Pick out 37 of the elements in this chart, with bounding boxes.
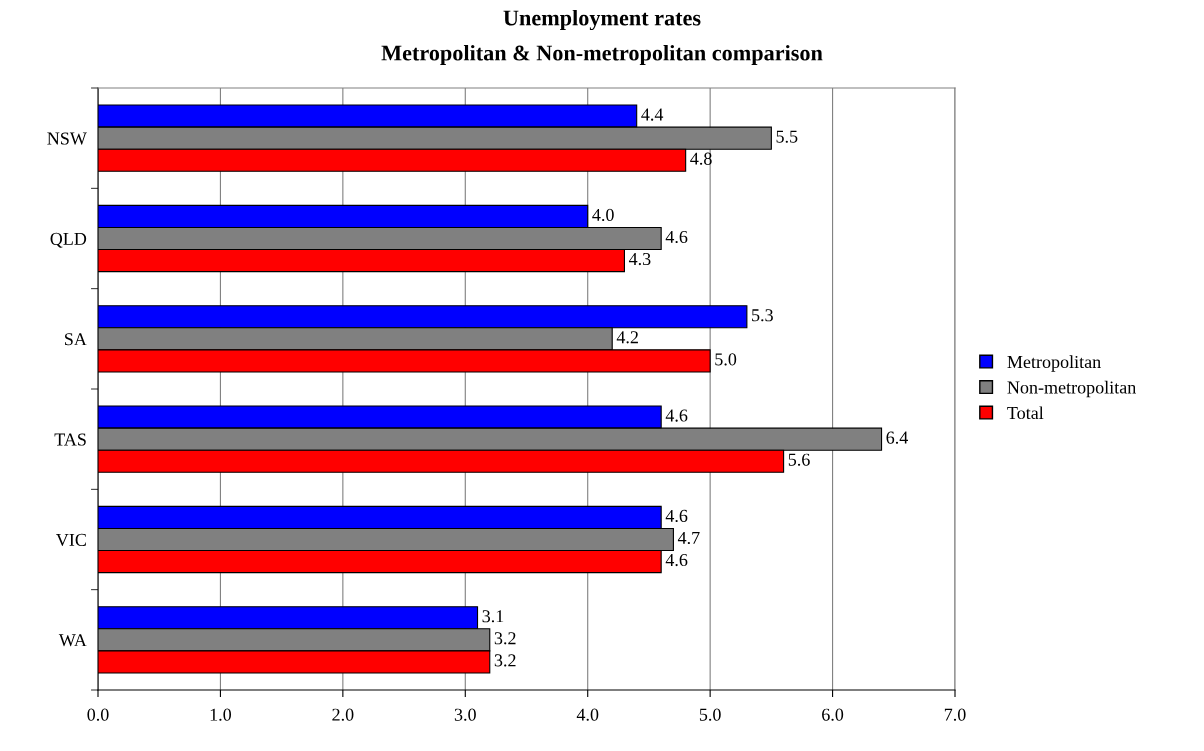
- y-tick-label: QLD: [50, 232, 87, 248]
- y-tick-label: TAS: [54, 433, 86, 446]
- data-label: 3.2: [494, 632, 516, 645]
- data-label: 4.6: [665, 230, 688, 244]
- x-tick-label: 0.0: [87, 708, 109, 721]
- data-label: 5.6: [788, 453, 810, 466]
- data-label: 5.3: [752, 309, 773, 322]
- x-tick-label: 5.0: [699, 708, 721, 721]
- y-tick-label: WA: [58, 634, 87, 647]
- data-label: 4.8: [690, 152, 712, 165]
- legend-label: Total: [1007, 406, 1044, 420]
- data-label: 6.4: [886, 431, 908, 444]
- x-tick-label: 3.0: [454, 708, 476, 721]
- y-tick-label: VIC: [56, 533, 86, 547]
- y-tick-label: NSW: [47, 132, 87, 145]
- data-label: 4.6: [665, 409, 688, 422]
- data-label: 4.3: [628, 252, 651, 266]
- x-tick-label: 1.0: [210, 708, 232, 721]
- data-label: 4.7: [677, 531, 700, 545]
- data-label: 4.4: [641, 108, 664, 121]
- data-label: 4.0: [592, 208, 614, 222]
- legend-label: Non-metropolitan: [1007, 380, 1136, 398]
- data-label: 5.5: [776, 130, 798, 143]
- chart-subtitle: Metropolitan & Non-metropolitan comparison: [381, 44, 823, 66]
- data-label: 4.6: [665, 509, 688, 523]
- x-tick-label: 2.0: [332, 708, 354, 721]
- x-tick-label: 7.0: [944, 708, 966, 721]
- x-tick-label: 4.0: [576, 708, 599, 721]
- data-label: 3.2: [494, 654, 516, 667]
- data-label: 3.1: [482, 610, 504, 623]
- legend-label: Metropolitan: [1007, 355, 1101, 372]
- data-label: 4.2: [616, 331, 638, 344]
- y-tick-label: SA: [65, 333, 87, 346]
- data-label: 5.0: [715, 353, 737, 366]
- x-tick-label: 6.0: [822, 708, 844, 721]
- chart-title: Unemployment rates: [503, 9, 701, 31]
- data-label: 4.6: [665, 553, 688, 567]
